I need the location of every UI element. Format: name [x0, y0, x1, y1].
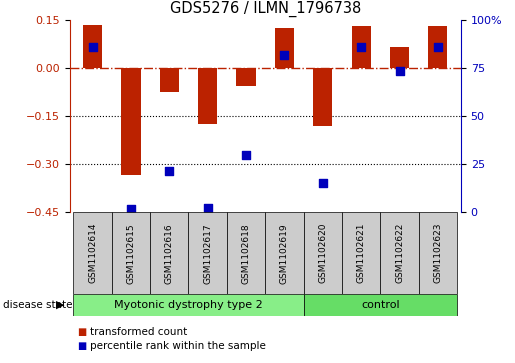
Text: GSM1102616: GSM1102616: [165, 223, 174, 284]
Text: GSM1102622: GSM1102622: [395, 223, 404, 284]
Bar: [390, 47, 409, 68]
Text: ▶: ▶: [56, 300, 64, 310]
Bar: [83, 25, 102, 68]
Text: GSM1102620: GSM1102620: [318, 223, 328, 284]
Text: GSM1102623: GSM1102623: [434, 223, 442, 284]
Bar: [227, 212, 265, 294]
Bar: [265, 212, 304, 294]
Text: percentile rank within the sample: percentile rank within the sample: [90, 341, 266, 351]
Bar: [304, 294, 457, 316]
Point: [203, 205, 212, 211]
Bar: [160, 68, 179, 92]
Bar: [352, 26, 371, 68]
Bar: [122, 68, 141, 175]
Bar: [112, 212, 150, 294]
Text: GSM1102614: GSM1102614: [88, 223, 97, 284]
Point: [396, 68, 404, 74]
Text: ■: ■: [77, 327, 87, 337]
Bar: [236, 68, 255, 86]
Bar: [73, 294, 304, 316]
Text: disease state: disease state: [3, 300, 72, 310]
Text: control: control: [361, 300, 400, 310]
Text: ■: ■: [77, 341, 87, 351]
Text: transformed count: transformed count: [90, 327, 187, 337]
Point: [280, 52, 288, 58]
Bar: [198, 68, 217, 124]
Bar: [304, 212, 342, 294]
Bar: [428, 26, 448, 68]
Bar: [342, 212, 381, 294]
Point: [165, 168, 174, 174]
Bar: [381, 212, 419, 294]
Text: GSM1102615: GSM1102615: [126, 223, 135, 284]
Bar: [419, 212, 457, 294]
Point: [242, 152, 250, 158]
Bar: [150, 212, 188, 294]
Point: [357, 44, 365, 50]
Bar: [313, 68, 332, 126]
Text: GSM1102619: GSM1102619: [280, 223, 289, 284]
Text: Myotonic dystrophy type 2: Myotonic dystrophy type 2: [114, 300, 263, 310]
Text: GSM1102621: GSM1102621: [357, 223, 366, 284]
Point: [319, 181, 327, 187]
Point: [434, 44, 442, 50]
Point: [89, 44, 97, 50]
Title: GDS5276 / ILMN_1796738: GDS5276 / ILMN_1796738: [169, 1, 361, 17]
Bar: [73, 212, 112, 294]
Bar: [275, 28, 294, 68]
Point: [127, 206, 135, 212]
Bar: [188, 212, 227, 294]
Text: GSM1102618: GSM1102618: [242, 223, 250, 284]
Text: GSM1102617: GSM1102617: [203, 223, 212, 284]
